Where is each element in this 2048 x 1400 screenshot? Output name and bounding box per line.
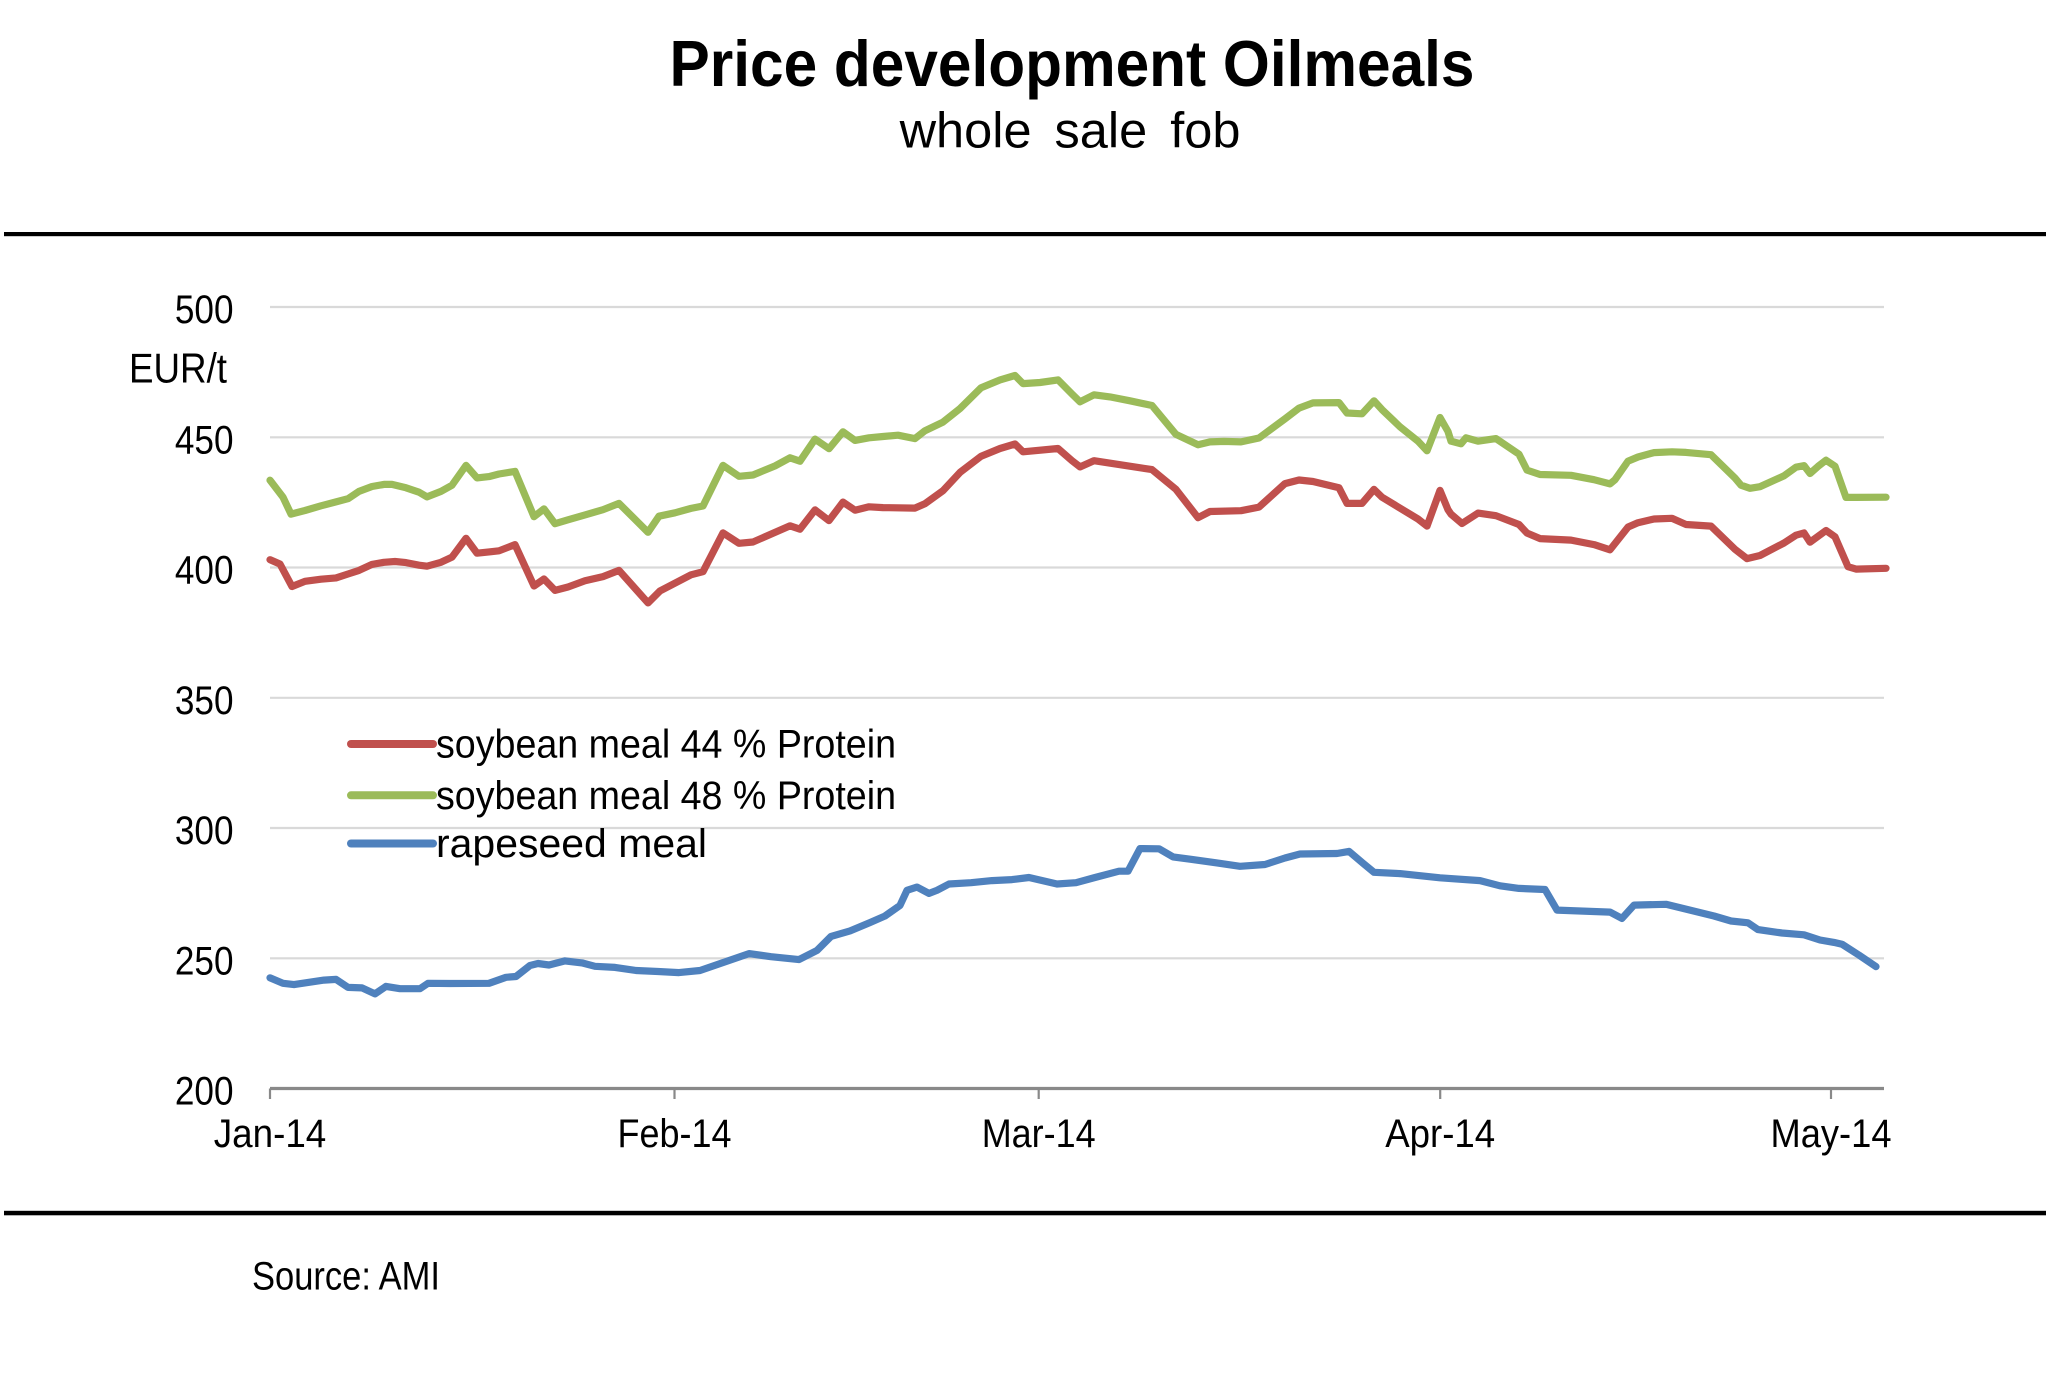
- svg-text:whole sale fob: whole sale fob: [899, 102, 1241, 159]
- svg-text:soybean meal 44 % Protein: soybean meal 44 % Protein: [436, 723, 896, 767]
- svg-text:soybean meal 48 % Protein: soybean meal 48 % Protein: [436, 774, 896, 818]
- svg-text:May-14: May-14: [1771, 1112, 1892, 1156]
- svg-text:Jan-14: Jan-14: [214, 1112, 327, 1156]
- svg-text:450: 450: [175, 419, 234, 463]
- svg-text:EUR/t: EUR/t: [129, 345, 227, 392]
- svg-text:250: 250: [175, 940, 234, 984]
- svg-text:Mar-14: Mar-14: [982, 1112, 1096, 1156]
- svg-text:400: 400: [175, 549, 234, 593]
- svg-text:rapeseed meal: rapeseed meal: [436, 822, 707, 866]
- svg-text:200: 200: [175, 1070, 234, 1114]
- svg-text:500: 500: [175, 288, 234, 332]
- svg-text:300: 300: [175, 809, 234, 853]
- svg-text:Apr-14: Apr-14: [1385, 1112, 1495, 1156]
- svg-text:Feb-14: Feb-14: [618, 1112, 732, 1156]
- svg-text:350: 350: [175, 679, 234, 723]
- svg-text:Price development Oilmeals: Price development Oilmeals: [670, 27, 1475, 100]
- svg-text:Source: AMI: Source: AMI: [252, 1255, 440, 1299]
